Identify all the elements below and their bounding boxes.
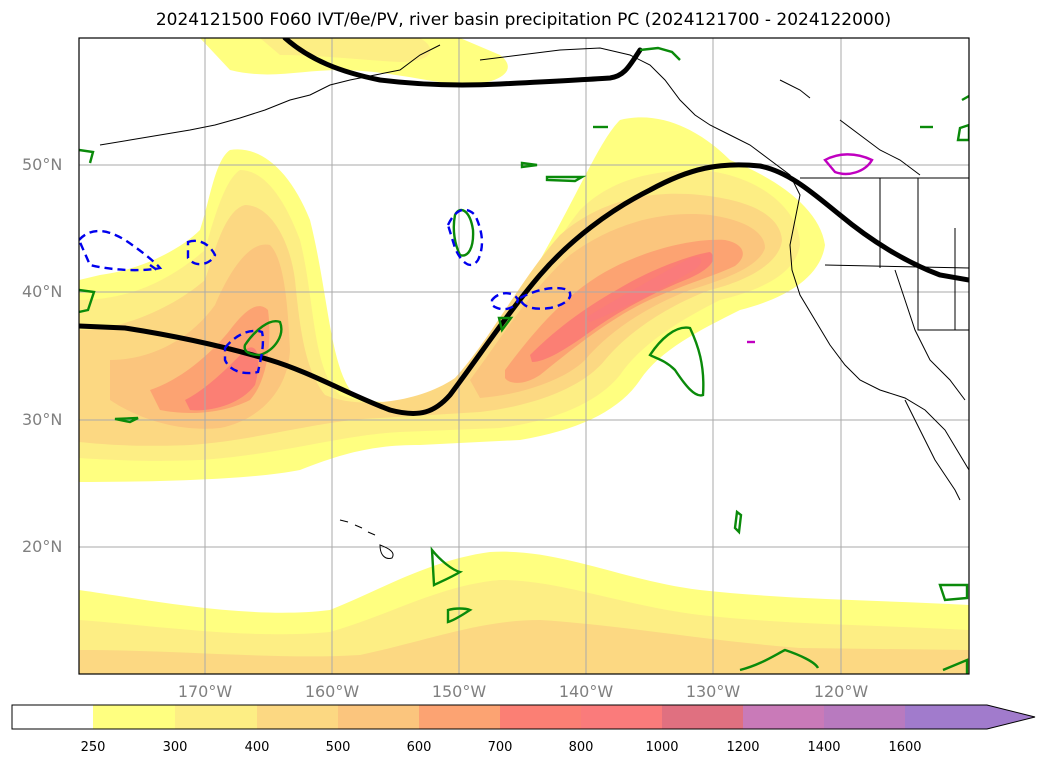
- pv-contours-negative: [79, 208, 572, 375]
- magenta-contours: [747, 153, 874, 344]
- colorbar-tick-label: 300: [162, 740, 188, 755]
- colorbar-tick-label: 1400: [807, 740, 841, 755]
- lat-label-50n: 50°N: [22, 155, 63, 174]
- colorbar-tick-label: 400: [244, 740, 270, 755]
- lon-label-140w: 140°W: [558, 682, 614, 701]
- map-content: [79, 38, 969, 674]
- colorbar-tick-label: 1000: [645, 740, 679, 755]
- pv-contours-positive: [79, 46, 969, 674]
- lat-label-20n: 20°N: [22, 537, 63, 556]
- lat-label-30n: 30°N: [22, 410, 63, 429]
- colorbar-tick-label: 700: [487, 740, 513, 755]
- colorbar-tick-label: 1600: [888, 740, 922, 755]
- ivt-shading-south: [79, 551, 969, 674]
- colorbar-tick-label: 800: [568, 740, 594, 755]
- ivt-shading-north: [79, 117, 825, 482]
- theta-e-contours: [79, 38, 969, 416]
- coastlines: [99, 44, 969, 559]
- lon-label-130w: 130°W: [685, 682, 741, 701]
- colorbar: [11, 704, 1036, 730]
- colorbar-tick-label: 500: [325, 740, 351, 755]
- colorbar-tick-label: 600: [406, 740, 432, 755]
- map-title: 2024121500 F060 IVT/θe/PV, river basin p…: [155, 10, 892, 30]
- lon-label-170w: 170°W: [177, 682, 233, 701]
- lat-label-40n: 40°N: [22, 282, 63, 301]
- lon-label-120w: 120°W: [813, 682, 869, 701]
- lon-label-150w: 150°W: [431, 682, 487, 701]
- colorbar-tick-label: 250: [80, 740, 106, 755]
- map-frame: [78, 37, 970, 675]
- lon-label-160w: 160°W: [304, 682, 360, 701]
- colorbar-tick-label: 1200: [726, 740, 760, 755]
